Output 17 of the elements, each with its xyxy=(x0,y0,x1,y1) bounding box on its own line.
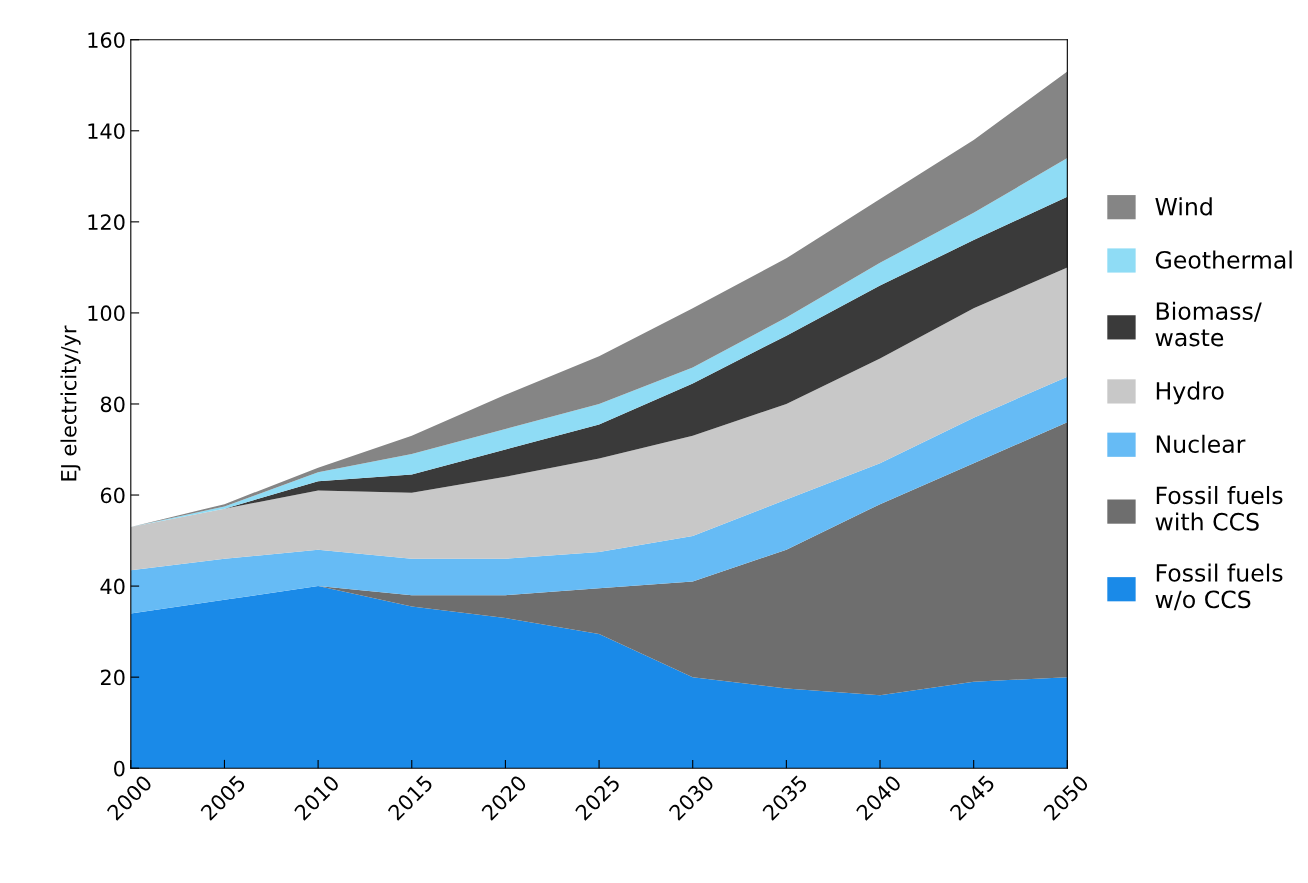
y-tick-label: 160 xyxy=(88,32,125,48)
legend-label: Fossil fuels w/o CCS xyxy=(1155,563,1283,611)
y-tick-label: 80 xyxy=(100,396,125,413)
y-tick-label: 100 xyxy=(88,305,125,322)
legend-label: Geothermal xyxy=(1155,250,1292,269)
y-axis-title: EJ electricity/yr xyxy=(60,325,81,481)
legend-label: Wind xyxy=(1155,197,1212,216)
legend-label: Fossil fuels with CCS xyxy=(1155,485,1283,531)
legend-label: Hydro xyxy=(1156,381,1224,405)
y-tick-label: 20 xyxy=(100,669,125,686)
y-tick-label: 40 xyxy=(100,578,125,595)
legend-label: Nuclear xyxy=(1156,434,1246,454)
y-tick-label: 140 xyxy=(88,123,125,140)
legend-label: Biomass/ waste xyxy=(1155,301,1262,347)
y-tick-label: 0 xyxy=(114,760,125,777)
y-tick-label: 60 xyxy=(100,487,125,504)
y-tick-label: 120 xyxy=(88,214,125,231)
